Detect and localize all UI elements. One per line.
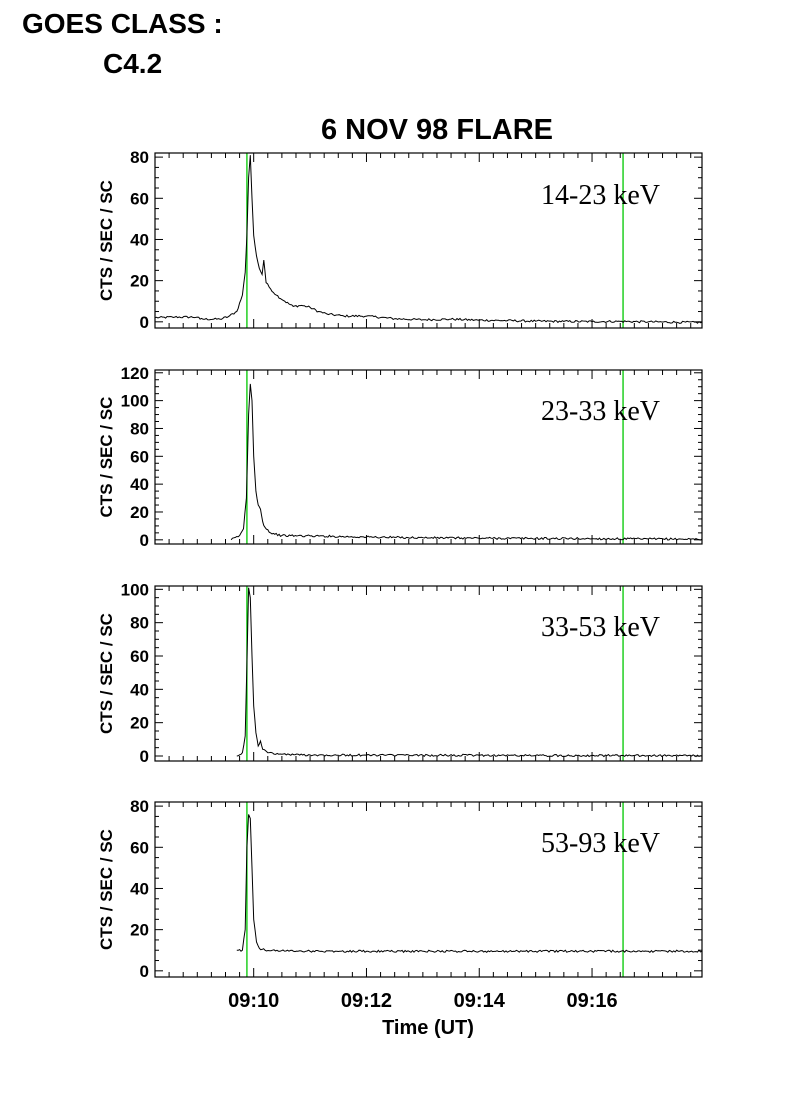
y-axis-label: CTS / SEC / SC [97, 613, 116, 734]
goes-class-value: C4.2 [103, 48, 163, 79]
y-tick-label: 60 [130, 838, 149, 857]
goes-class-label: GOES CLASS : [22, 8, 223, 39]
x-tick-label: 09:14 [454, 990, 506, 1012]
y-tick-label: 80 [130, 419, 149, 438]
x-axis: 09:10 09:12 09:14 09:16 [228, 990, 618, 1012]
y-tick-label: 20 [130, 503, 149, 522]
y-axis-label: CTS / SEC / SC [97, 397, 116, 518]
y-tick-label: 120 [121, 364, 149, 383]
series-label: 14-23 keV [541, 180, 660, 211]
series-line [236, 587, 703, 758]
x-tick-label: 09:10 [228, 990, 279, 1012]
panel-2: CTS / SEC / SC 0 20 40 60 80 100 120 23-33 keV [97, 364, 703, 550]
y-tick-label: 20 [130, 272, 149, 291]
y-tick-label: 100 [121, 580, 149, 599]
chart-title: 6 NOV 98 FLARE [321, 114, 553, 146]
y-tick-label: 40 [130, 475, 149, 494]
y-tick-label: 40 [130, 879, 149, 898]
x-axis-label: Time (UT) [382, 1017, 474, 1039]
series-label: 53-93 keV [541, 828, 660, 859]
y-tick-label: 100 [121, 392, 149, 411]
y-tick-label: 60 [130, 647, 149, 666]
plot-frame [154, 801, 703, 978]
series-label: 33-53 keV [541, 612, 660, 643]
series-label: 23-33 keV [541, 396, 660, 427]
y-tick-label: 80 [130, 614, 149, 633]
y-tick-label: 40 [130, 680, 149, 699]
y-tick-label: 0 [140, 313, 149, 332]
plot-frame [154, 369, 703, 545]
x-tick-label: 09:16 [566, 990, 617, 1012]
y-tick-label: 0 [140, 962, 149, 981]
series-line [230, 383, 703, 541]
y-tick-label: 40 [130, 230, 149, 249]
plot-frame [154, 152, 703, 329]
y-tick-label: 80 [130, 148, 149, 167]
y-tick-label: 0 [140, 747, 149, 766]
panel-1: CTS / SEC / SC 0 20 40 60 80 14-23 keV [97, 148, 703, 332]
series-line [236, 814, 703, 954]
plot-frame [154, 585, 703, 762]
x-tick-label: 09:12 [341, 990, 392, 1012]
panel-4: CTS / SEC / SC 0 20 40 60 80 53-93 keV [97, 797, 703, 981]
y-axis-label: CTS / SEC / SC [97, 829, 116, 950]
y-tick-label: 80 [130, 797, 149, 816]
y-tick-label: 20 [130, 921, 149, 940]
y-tick-label: 0 [140, 531, 149, 550]
y-tick-label: 60 [130, 189, 149, 208]
series-line [154, 155, 703, 324]
y-axis-label: CTS / SEC / SC [97, 180, 116, 301]
y-tick-label: 20 [130, 714, 149, 733]
y-tick-label: 60 [130, 447, 149, 466]
panel-3: CTS / SEC / SC 0 20 40 60 80 100 33-53 keV [97, 580, 703, 766]
